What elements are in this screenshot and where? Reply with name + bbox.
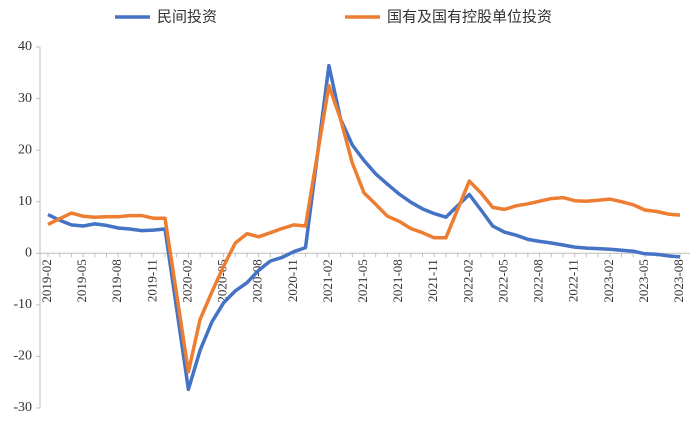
x-tick-label: 2019-11 [144, 259, 159, 302]
x-tick-label: 2020-05 [215, 259, 230, 302]
x-tick-label: 2019-08 [109, 259, 124, 302]
y-tick-label: 40 [18, 39, 32, 54]
x-tick-label: 2021-05 [355, 259, 370, 302]
y-tick-label: 10 [18, 194, 32, 209]
y-tick-label: 20 [18, 142, 32, 157]
x-tick-label: 2022-08 [531, 259, 546, 302]
x-tick-label: 2021-02 [320, 259, 335, 302]
x-tick-label: 2022-02 [460, 259, 475, 302]
x-tick-label: 2022-11 [566, 259, 581, 302]
y-tick-label: -20 [13, 349, 32, 364]
y-tick-label: 0 [25, 246, 32, 261]
x-tick-label: 2023-05 [636, 259, 651, 302]
legend-label: 民间投资 [157, 8, 217, 26]
y-tick-label: 30 [18, 91, 32, 106]
x-tick-label: 2019-05 [74, 259, 89, 302]
x-tick-label: 2021-11 [425, 259, 440, 302]
y-tick-label: -10 [13, 297, 32, 312]
x-tick-label: 2019-02 [39, 259, 54, 302]
x-tick-label: 2022-05 [495, 259, 510, 302]
series-line [47, 83, 681, 374]
x-tick-label: 2023-02 [601, 259, 616, 302]
x-tick-label: 2020-11 [285, 259, 300, 302]
y-tick-label: -30 [13, 400, 32, 415]
x-tick-label: 2021-08 [390, 259, 405, 302]
x-tick-label: 2023-08 [671, 259, 686, 302]
x-tick-label: 2020-02 [179, 259, 194, 302]
legend-label: 国有及国有控股单位投资 [387, 8, 552, 26]
series-line [47, 63, 681, 392]
